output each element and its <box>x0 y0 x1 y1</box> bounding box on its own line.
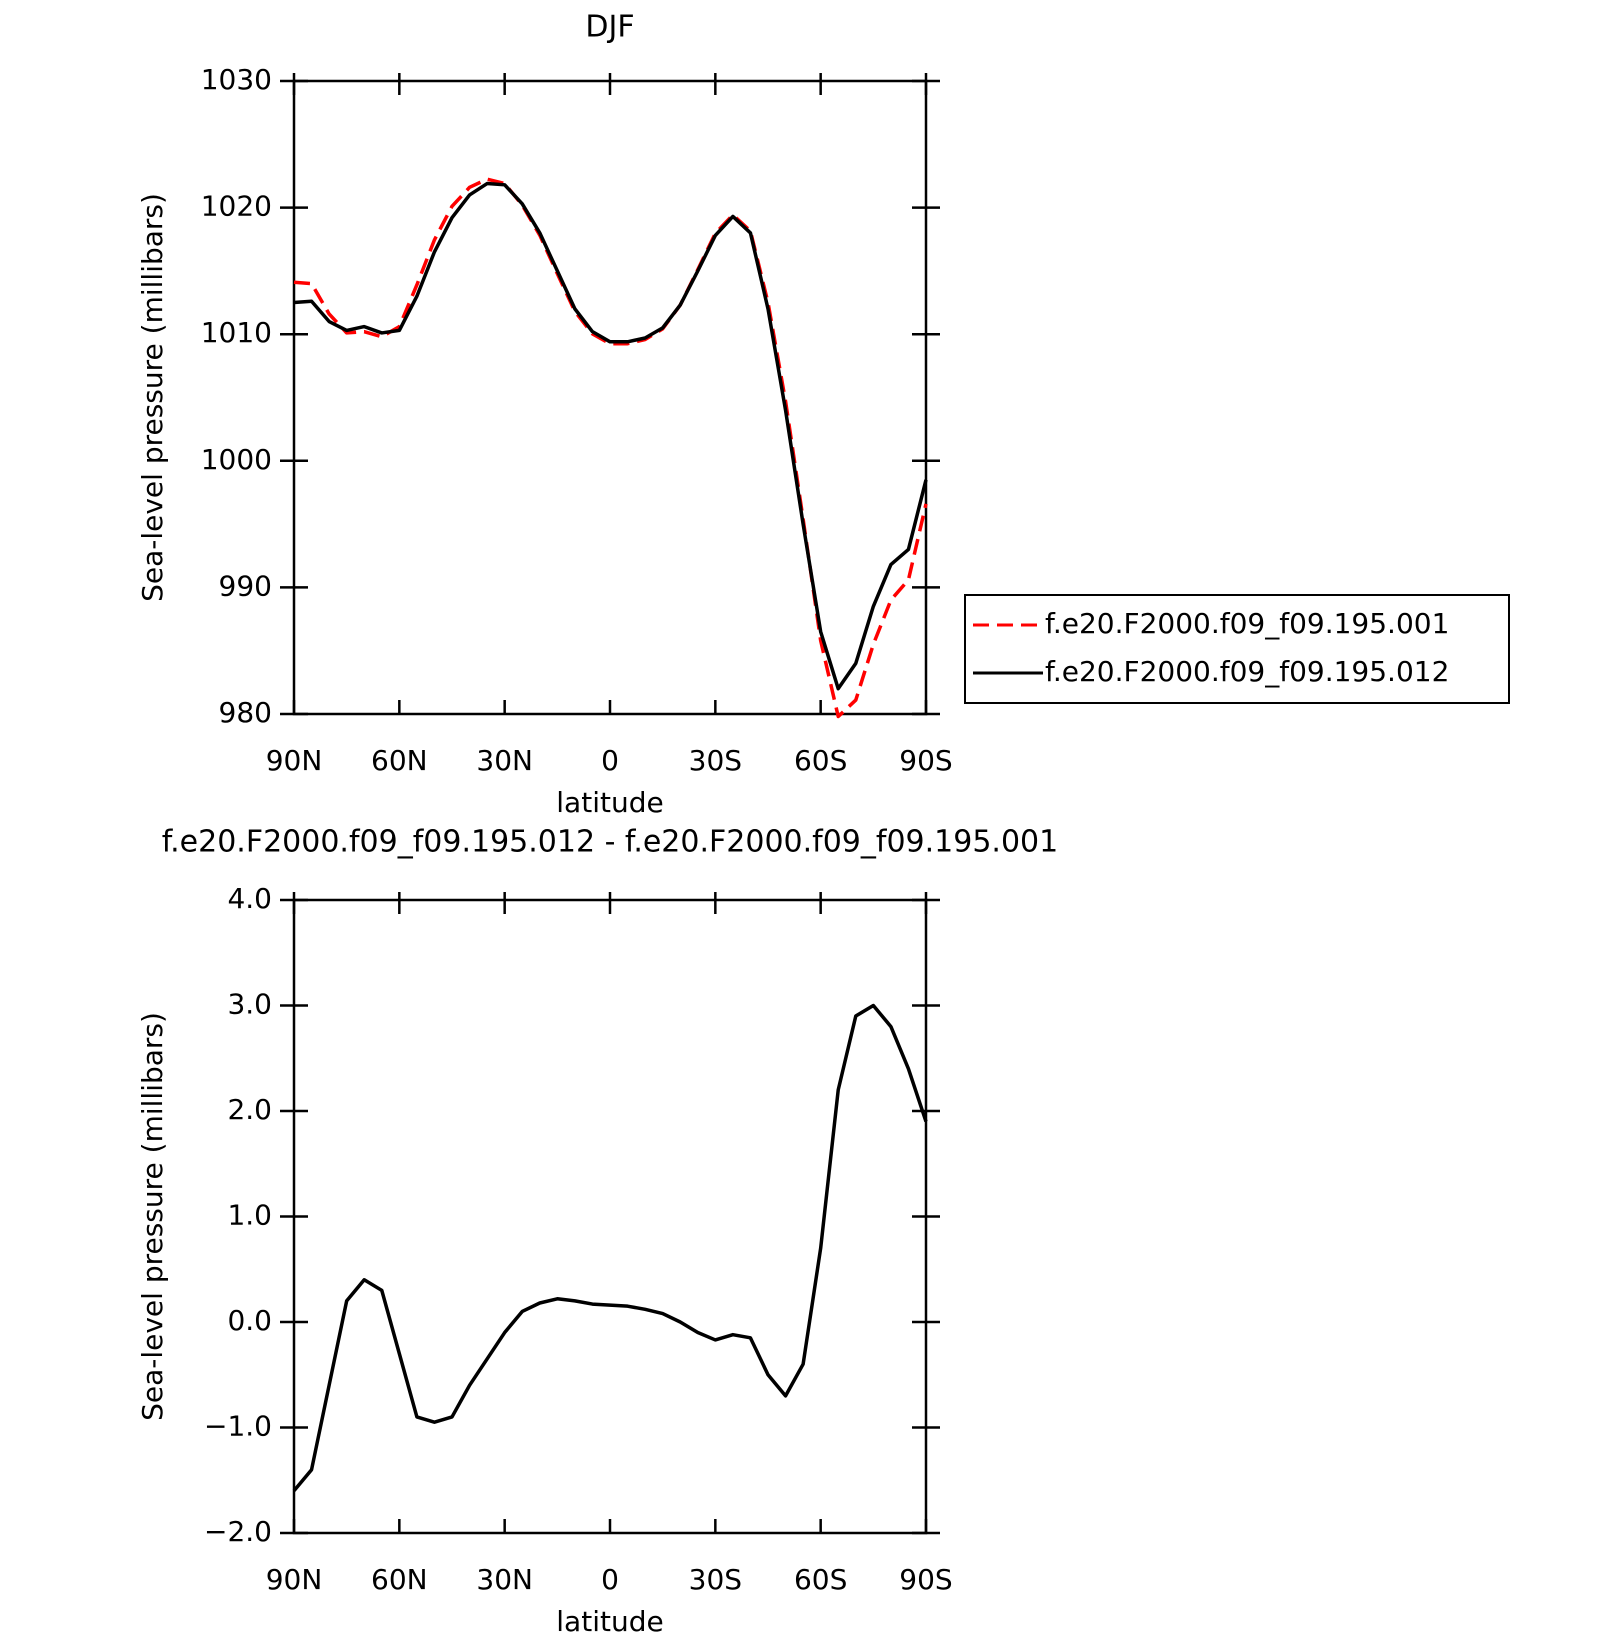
y-tick-label: 0.0 <box>227 1304 272 1337</box>
x-tick-label: 30N <box>476 744 533 777</box>
x-tick-label: 60S <box>794 1563 847 1596</box>
x-tick-label: 90S <box>899 744 952 777</box>
legend-box <box>964 594 1510 704</box>
y-tick-label: 2.0 <box>227 1093 272 1126</box>
y-tick-label: 3.0 <box>227 988 272 1021</box>
series-line <box>293 177 928 719</box>
series-line <box>292 1003 928 1492</box>
x-tick-label: 0 <box>601 744 619 777</box>
x-tick-label: 30N <box>476 1563 533 1596</box>
x-tick-label: 30S <box>689 1563 742 1596</box>
x-axis-label: latitude <box>556 1605 663 1635</box>
y-tick-label: 1.0 <box>227 1199 272 1232</box>
y-tick-label: 990 <box>219 569 272 602</box>
legend-label: f.e20.F2000.f09_f09.195.001 <box>1045 607 1449 640</box>
y-tick-label: −2.0 <box>204 1515 272 1548</box>
y-tick-label: 1020 <box>201 190 272 223</box>
x-tick-label: 60N <box>371 1563 428 1596</box>
x-tick-label: 60N <box>371 744 428 777</box>
x-tick-label: 90N <box>266 1563 323 1596</box>
x-tick-label: 30S <box>689 744 742 777</box>
y-tick-label: 980 <box>219 696 272 729</box>
plot-frame <box>292 79 928 716</box>
y-tick-label: 1000 <box>201 443 272 476</box>
chart-title: DJF <box>585 10 634 45</box>
x-tick-label: 0 <box>601 1563 619 1596</box>
y-axis-label: Sea-level pressure (millibars) <box>136 1012 169 1421</box>
series-line <box>293 181 928 691</box>
x-tick-label: 60S <box>794 744 847 777</box>
x-tick-label: 90S <box>899 1563 952 1596</box>
y-tick-label: 1010 <box>201 316 272 349</box>
x-axis-label: latitude <box>556 786 663 819</box>
legend-label: f.e20.F2000.f09_f09.195.012 <box>1045 655 1449 688</box>
y-tick-label: −1.0 <box>204 1410 272 1443</box>
chart-title: f.e20.F2000.f09_f09.195.012 - f.e20.F200… <box>162 825 1058 860</box>
y-axis-label: Sea-level pressure (millibars) <box>136 193 169 602</box>
y-tick-label: 1030 <box>201 63 272 96</box>
x-tick-label: 90N <box>266 744 323 777</box>
y-tick-label: 4.0 <box>227 882 272 915</box>
plot-frame <box>292 898 928 1535</box>
